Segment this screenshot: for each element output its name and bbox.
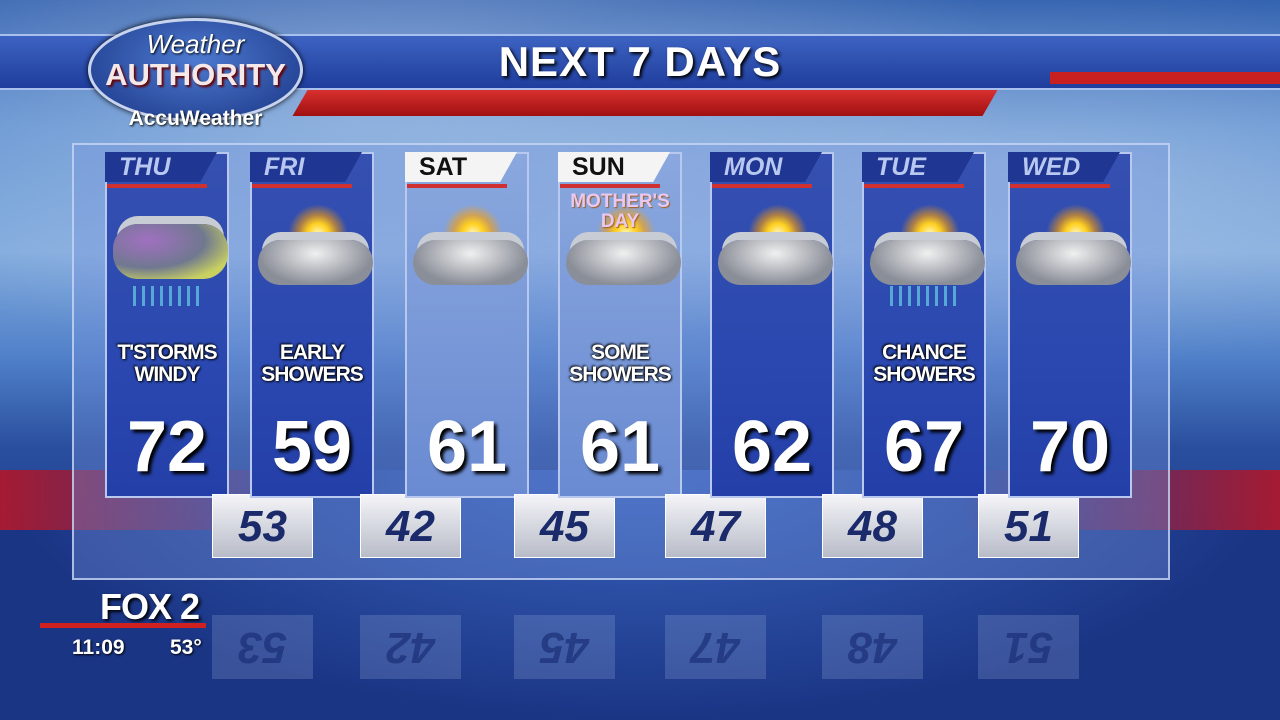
holiday-note: MOTHER'S DAY [570,191,670,232]
station-red-line [40,623,206,628]
cloudy-sun-icon [258,204,373,304]
weather-authority-logo: Weather AUTHORITY AccuWeather [88,18,303,130]
low-temperature: 45 [514,494,615,558]
high-temperature: 70 [1029,407,1111,487]
high-temperature: 67 [883,407,965,487]
high-temperature: 61 [426,407,508,487]
day-label: FRI [250,152,362,182]
partly-sunny-showers-icon [870,204,985,306]
cloud-icon [258,240,373,285]
low-temperature-reflection: 47 [665,615,766,679]
header-red-line [107,184,207,188]
low-temperature: 47 [665,494,766,558]
header-red-line [560,184,660,188]
condition-text: T'STORMS WINDY [117,341,217,386]
day-column-tue: TUE CHANCE SHOWERS 67 [862,152,986,498]
day-column-sun: SUN MOTHER'S DAY SOME SHOWERS 61 [558,152,682,498]
condition-text: SOME SHOWERS [569,341,672,386]
partly-sunny-icon [718,204,833,304]
logo-line2: AUTHORITY [105,57,286,92]
high-temperature: 59 [271,407,353,487]
day-label: MON [710,152,822,182]
partly-sunny-icon [566,204,681,304]
page-title: NEXT 7 DAYS [498,38,782,85]
low-temperature: 51 [978,494,1079,558]
cloud-icon [113,224,228,279]
day-column-thu: THU T'STORMS WINDY 72 [105,152,229,498]
logo-line3: AccuWeather [128,107,263,130]
low-temperature: 53 [212,494,313,558]
low-temperature: 48 [822,494,923,558]
partly-sunny-icon [1016,204,1131,304]
partly-sunny-icon [413,204,528,304]
low-temperature-reflection: 53 [212,615,313,679]
red-accent-bar [292,90,998,116]
header-red-line [252,184,352,188]
header-red-line [864,184,964,188]
condition-text: EARLY SHOWERS [261,341,364,386]
cloud-icon [413,240,528,285]
low-temperature-reflection: 48 [822,615,923,679]
day-label: SUN [558,152,670,182]
low-temperature: 42 [360,494,461,558]
day-label: TUE [862,152,974,182]
low-temperature-reflection: 51 [978,615,1079,679]
day-column-sat: SAT 61 [405,152,529,498]
high-temperature: 72 [126,407,208,487]
current-temperature: 53° [170,636,202,659]
clock: 11:09 [72,636,125,659]
header-red-line [712,184,812,188]
day-column-mon: MON 62 [710,152,834,498]
day-label: WED [1008,152,1120,182]
day-label: THU [105,152,217,182]
header-red-line [407,184,507,188]
logo-line1: Weather [146,29,245,59]
rain-icon [133,286,203,306]
condition-text: CHANCE SHOWERS [873,341,976,386]
high-temperature: 61 [579,407,661,487]
header-red-line [1010,184,1110,188]
thunderstorm-icon [113,204,228,306]
red-accent-bar-right [1050,72,1280,84]
rain-icon [890,286,960,306]
day-column-fri: FRI EARLY SHOWERS 59 [250,152,374,498]
cloud-icon [1016,240,1131,285]
cloud-icon [566,240,681,285]
station-logo: FOX 2 [100,586,200,627]
day-label: SAT [405,152,517,182]
cloud-icon [870,240,985,285]
low-temperature-reflection: 45 [514,615,615,679]
day-column-wed: WED 70 [1008,152,1132,498]
low-temperature-reflection: 42 [360,615,461,679]
cloud-icon [718,240,833,285]
high-temperature: 62 [731,407,813,487]
